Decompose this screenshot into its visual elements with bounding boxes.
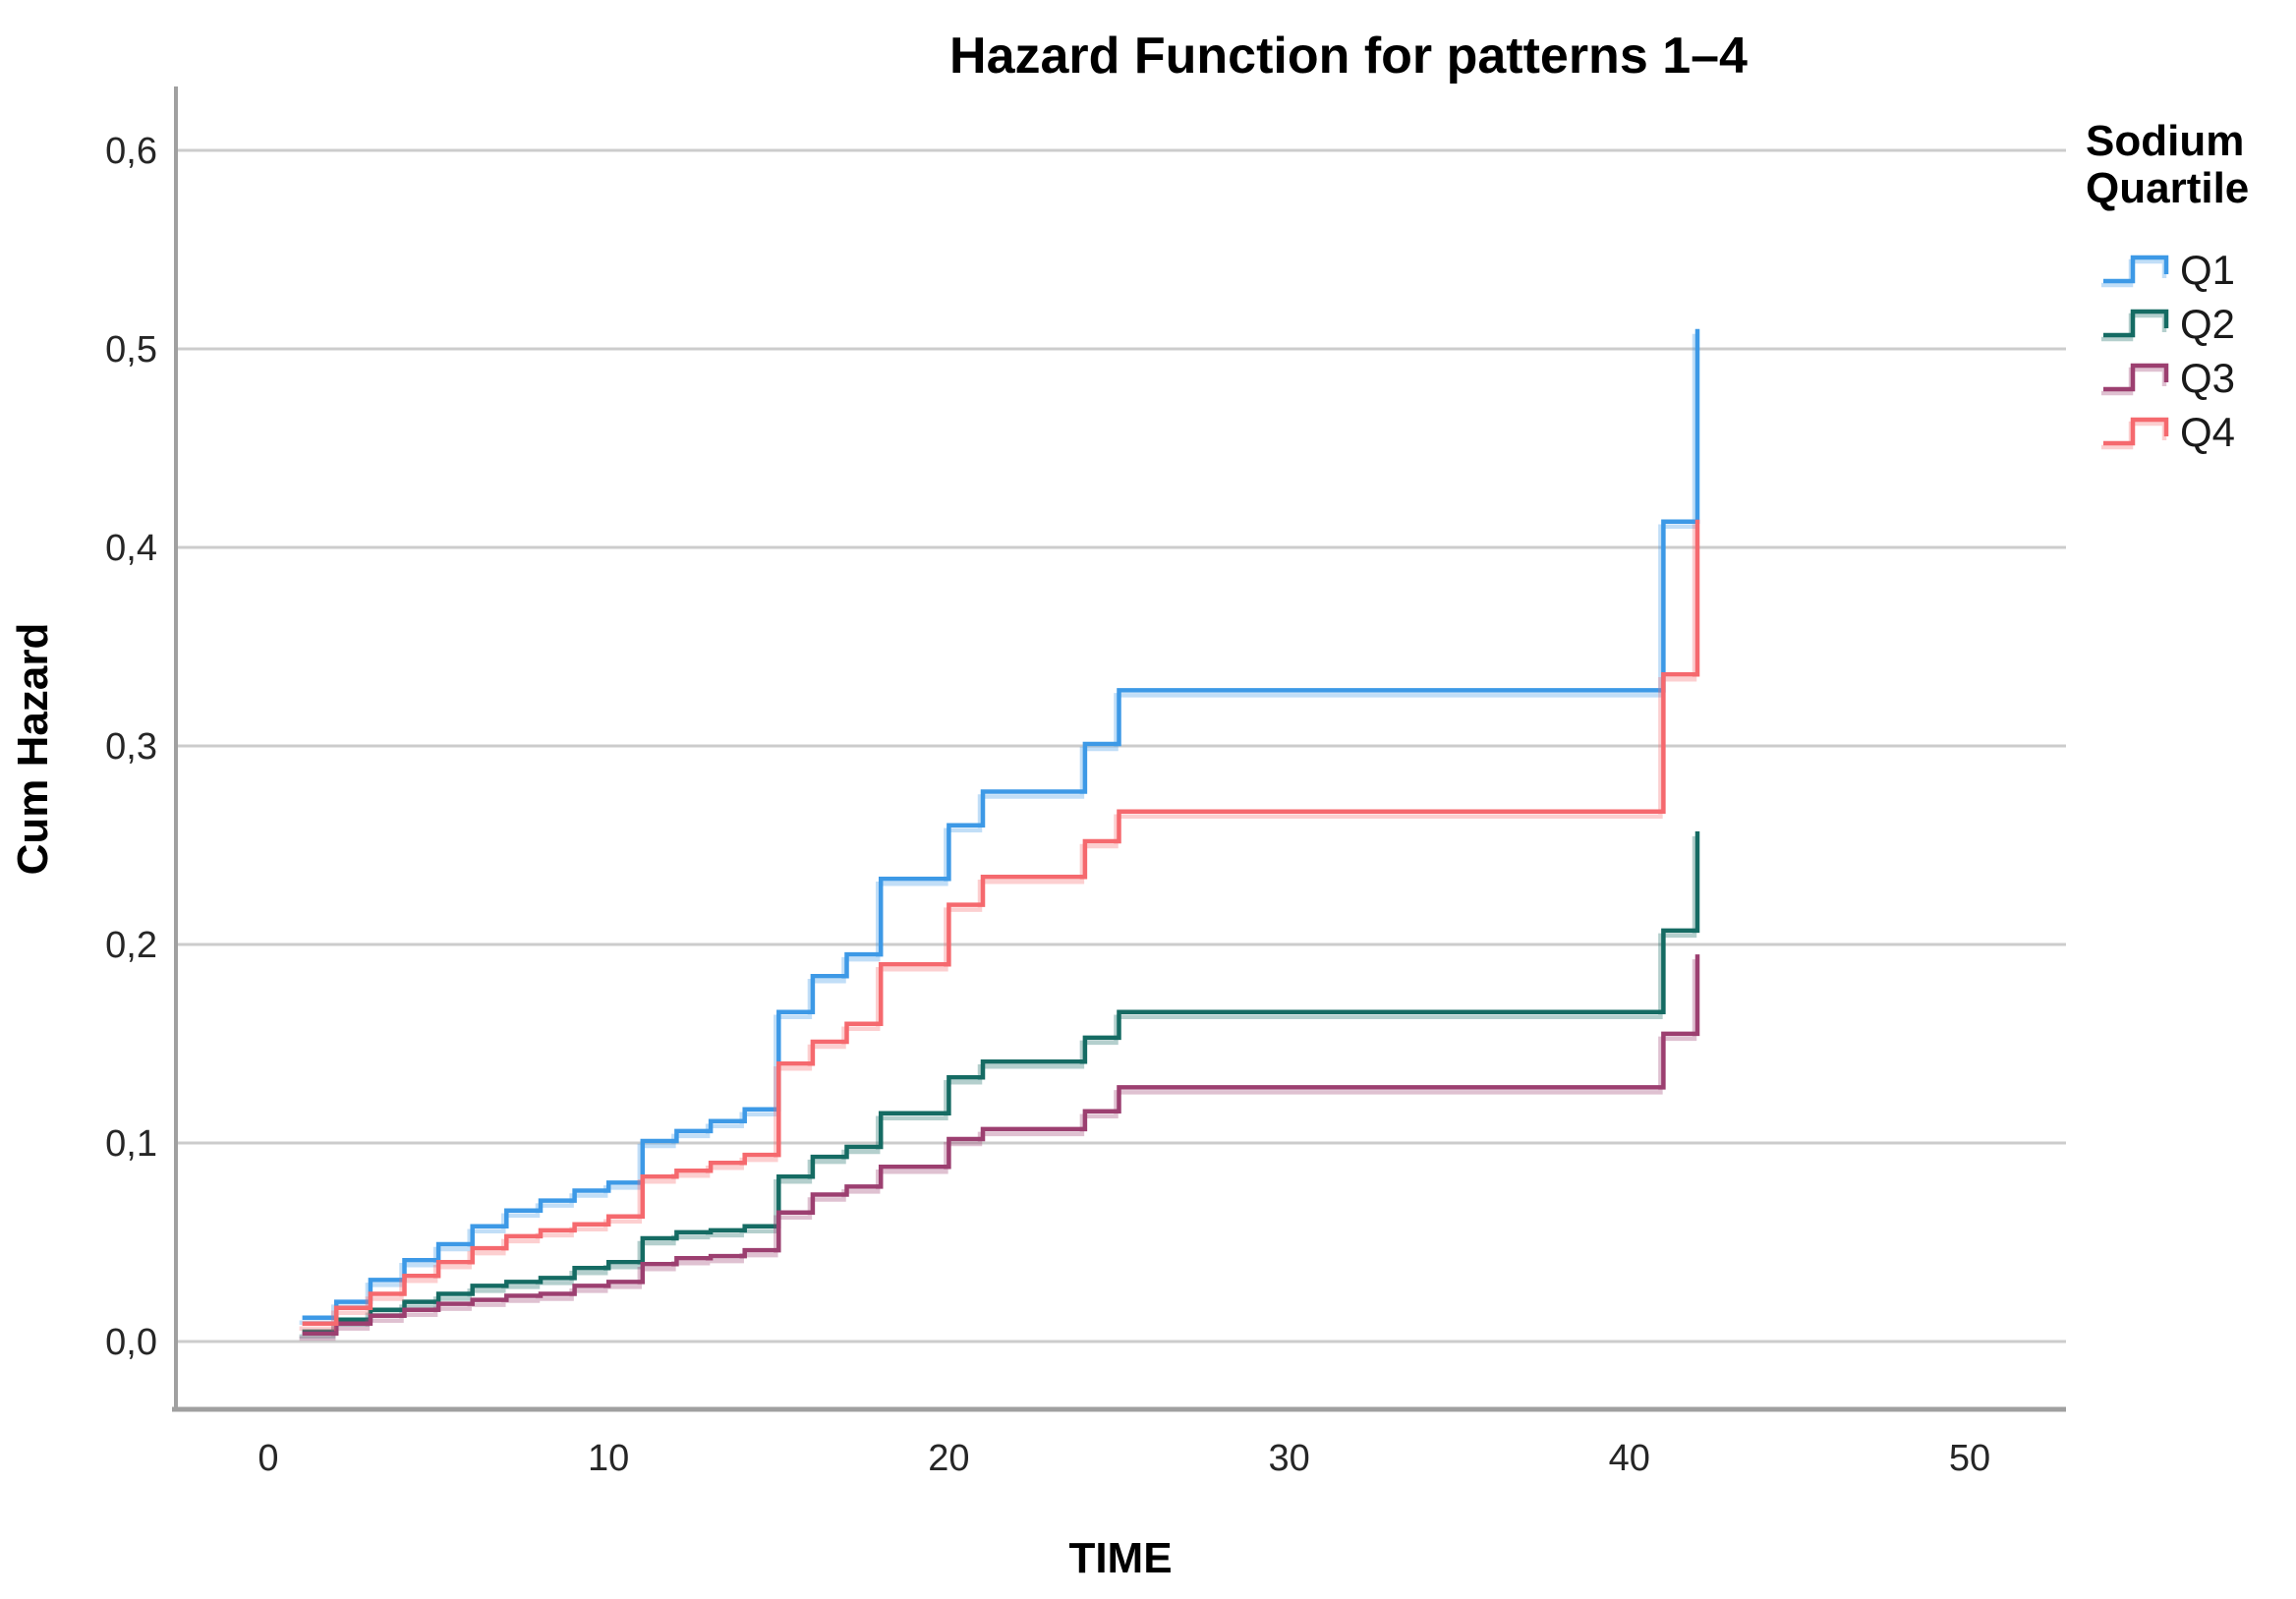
x-tick-label-20: 20 <box>928 1438 969 1479</box>
legend-title-line2: Quartile <box>2086 164 2249 212</box>
x-tick-label-50: 50 <box>1949 1438 1990 1479</box>
legend: Sodium Quartile Q1 Q2 Q3 Q4 <box>2086 117 2249 455</box>
legend-swatch-Q4 <box>2103 417 2169 446</box>
legend-title-line1: Sodium <box>2086 117 2244 165</box>
y-tick-labels: 0,0 0,1 0,2 0,3 0,4 0,5 0,6 <box>105 131 157 1363</box>
y-tick-label-0,3: 0,3 <box>105 726 157 768</box>
legend-label-Q3: Q3 <box>2180 355 2235 401</box>
y-tick-label-0,0: 0,0 <box>105 1322 157 1363</box>
x-tick-label-0: 0 <box>258 1438 278 1479</box>
legend-items: Q1 Q2 Q3 Q4 <box>2101 247 2235 455</box>
y-tick-label-0,5: 0,5 <box>105 329 157 371</box>
x-axis-title: TIME <box>1068 1534 1172 1582</box>
x-tick-label-40: 40 <box>1609 1438 1650 1479</box>
y-axis-title: Cum Hazard <box>9 623 57 876</box>
series-lines <box>299 328 1700 1342</box>
legend-swatch-Q2 <box>2103 309 2169 338</box>
series-Q4-halo <box>299 524 1697 1332</box>
series-Q3-line <box>302 954 1700 1337</box>
series-Q4-line <box>302 519 1700 1327</box>
chart-title: Hazard Function for patterns 1–4 <box>949 28 1748 85</box>
series-Q1-line <box>302 328 1700 1321</box>
legend-swatch-Q3 <box>2103 363 2169 392</box>
series-Q1-halo <box>299 333 1697 1326</box>
y-tick-label-0,4: 0,4 <box>105 528 157 569</box>
legend-label-Q4: Q4 <box>2180 409 2235 455</box>
y-tick-label-0,1: 0,1 <box>105 1123 157 1165</box>
x-tick-labels: 0 10 20 30 40 50 <box>258 1438 1990 1479</box>
x-tick-label-30: 30 <box>1268 1438 1309 1479</box>
legend-swatch-Q1 <box>2103 255 2169 284</box>
x-tick-label-10: 10 <box>588 1438 629 1479</box>
legend-label-Q1: Q1 <box>2180 247 2235 293</box>
gridlines <box>176 148 2066 1343</box>
legend-label-Q2: Q2 <box>2180 301 2235 347</box>
y-tick-label-0,2: 0,2 <box>105 925 157 966</box>
y-tick-label-0,6: 0,6 <box>105 131 157 172</box>
series-Q2-line <box>302 830 1700 1335</box>
